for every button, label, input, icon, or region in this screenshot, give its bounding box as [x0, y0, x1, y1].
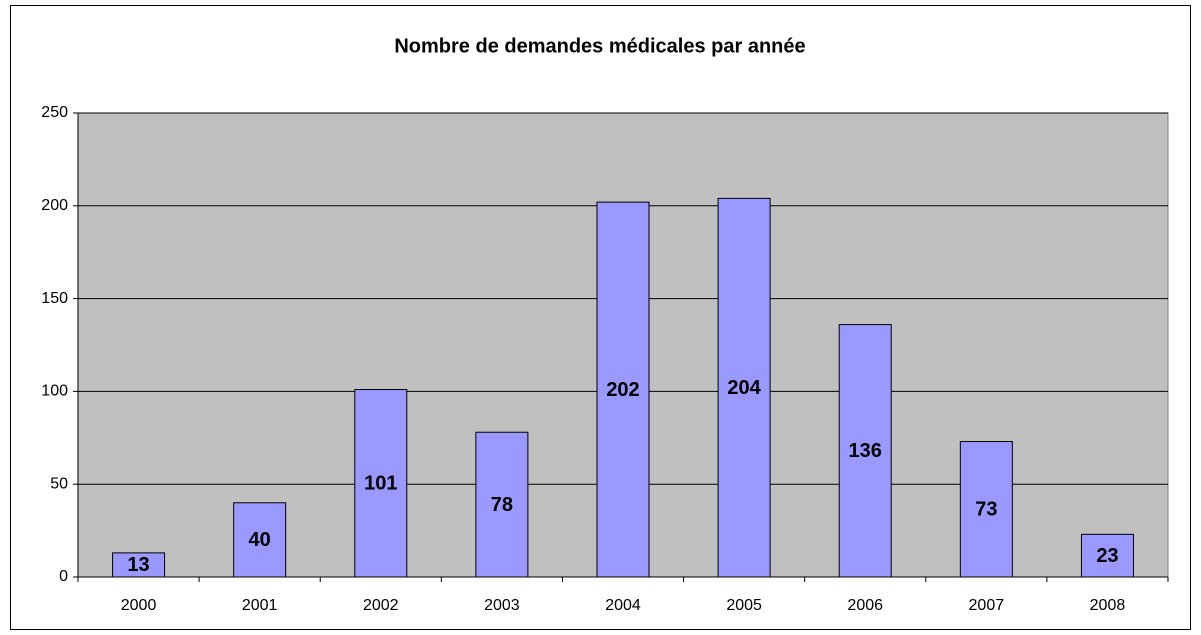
bar — [717, 197, 771, 578]
y-tick-label: 150 — [41, 290, 68, 307]
data-label: 73 — [975, 499, 997, 521]
data-label: 202 — [606, 379, 639, 401]
bar — [475, 431, 529, 578]
bar — [959, 441, 1013, 578]
bar — [354, 389, 408, 578]
x-tick-label: 2000 — [121, 597, 157, 614]
bar — [233, 502, 287, 578]
data-label: 13 — [127, 554, 149, 576]
data-label: 78 — [491, 494, 513, 516]
x-tick-label: 2002 — [363, 597, 399, 614]
x-tick-label: 2007 — [969, 597, 1005, 614]
bar — [838, 324, 892, 578]
data-label: 40 — [249, 529, 271, 551]
data-label: 136 — [849, 440, 882, 462]
x-tick-label: 2003 — [484, 597, 520, 614]
x-tick-label: 2004 — [605, 597, 641, 614]
x-tick-label: 2008 — [1090, 597, 1126, 614]
data-label: 101 — [364, 473, 397, 495]
bar — [1080, 533, 1134, 578]
x-tick-label: 2005 — [726, 597, 762, 614]
y-tick-label: 50 — [50, 475, 68, 492]
y-tick-label: 0 — [59, 568, 68, 585]
x-tick-label: 2001 — [242, 597, 278, 614]
data-label: 23 — [1096, 545, 1118, 567]
chart-title: Nombre de demandes médicales par année — [394, 35, 805, 57]
bar — [596, 201, 650, 578]
data-label: 204 — [727, 377, 761, 399]
y-tick-label: 100 — [41, 383, 68, 400]
bar — [112, 552, 166, 578]
x-tick-label: 2006 — [847, 597, 883, 614]
y-tick-label: 250 — [41, 104, 68, 121]
y-tick-label: 200 — [41, 197, 68, 214]
